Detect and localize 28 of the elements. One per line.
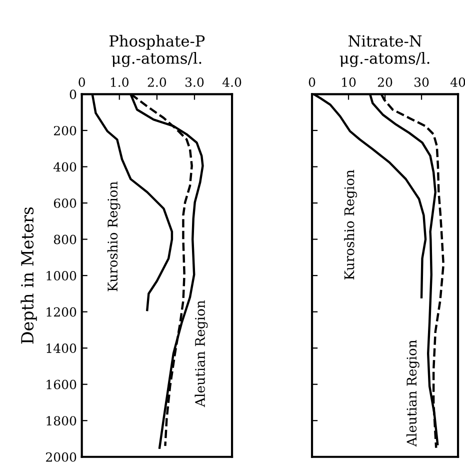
y-tick-label: 1200 bbox=[46, 307, 76, 317]
chart-title: Phosphate-P μg.-atoms/l. bbox=[110, 34, 205, 68]
y-tick-label: 800 bbox=[54, 234, 76, 244]
y-tick-label: 1600 bbox=[46, 380, 76, 390]
x-tick-label: 30 bbox=[414, 77, 429, 87]
y-tick-label: 2000 bbox=[46, 452, 76, 462]
y-tick-label: 0 bbox=[70, 90, 76, 100]
y-axis-title: Depth in Meters bbox=[20, 207, 37, 344]
y-tick-label: 200 bbox=[54, 126, 76, 136]
text: Kuroshio Region bbox=[107, 182, 120, 292]
y-tick-label: 400 bbox=[54, 162, 76, 172]
x-tick-label: 3.0 bbox=[186, 77, 204, 87]
text: Kuroshio Region bbox=[344, 170, 357, 280]
y-tick-label: 1400 bbox=[46, 344, 76, 353]
y-tick-label: 1000 bbox=[46, 271, 76, 280]
x-tick-label: 0 bbox=[78, 77, 85, 87]
x-tick-label: 4.0 bbox=[222, 77, 242, 87]
x-tick-label: 2.0 bbox=[148, 77, 166, 87]
text: Aleutian Region bbox=[406, 340, 420, 447]
text: Aleutian Region bbox=[194, 300, 208, 408]
y-tick-label: 1800 bbox=[46, 416, 76, 426]
y-tick-label: 600 bbox=[54, 198, 76, 208]
x-tick-label: 20 bbox=[378, 77, 392, 87]
x-tick-label: 40 bbox=[450, 77, 465, 87]
x-tick-label: 10 bbox=[342, 77, 356, 87]
x-tick-label: 0 bbox=[308, 77, 316, 87]
chart-title: Nitrate-N μg.-atoms/l. bbox=[340, 35, 430, 68]
x-tick-label: 1.0 bbox=[110, 77, 128, 87]
